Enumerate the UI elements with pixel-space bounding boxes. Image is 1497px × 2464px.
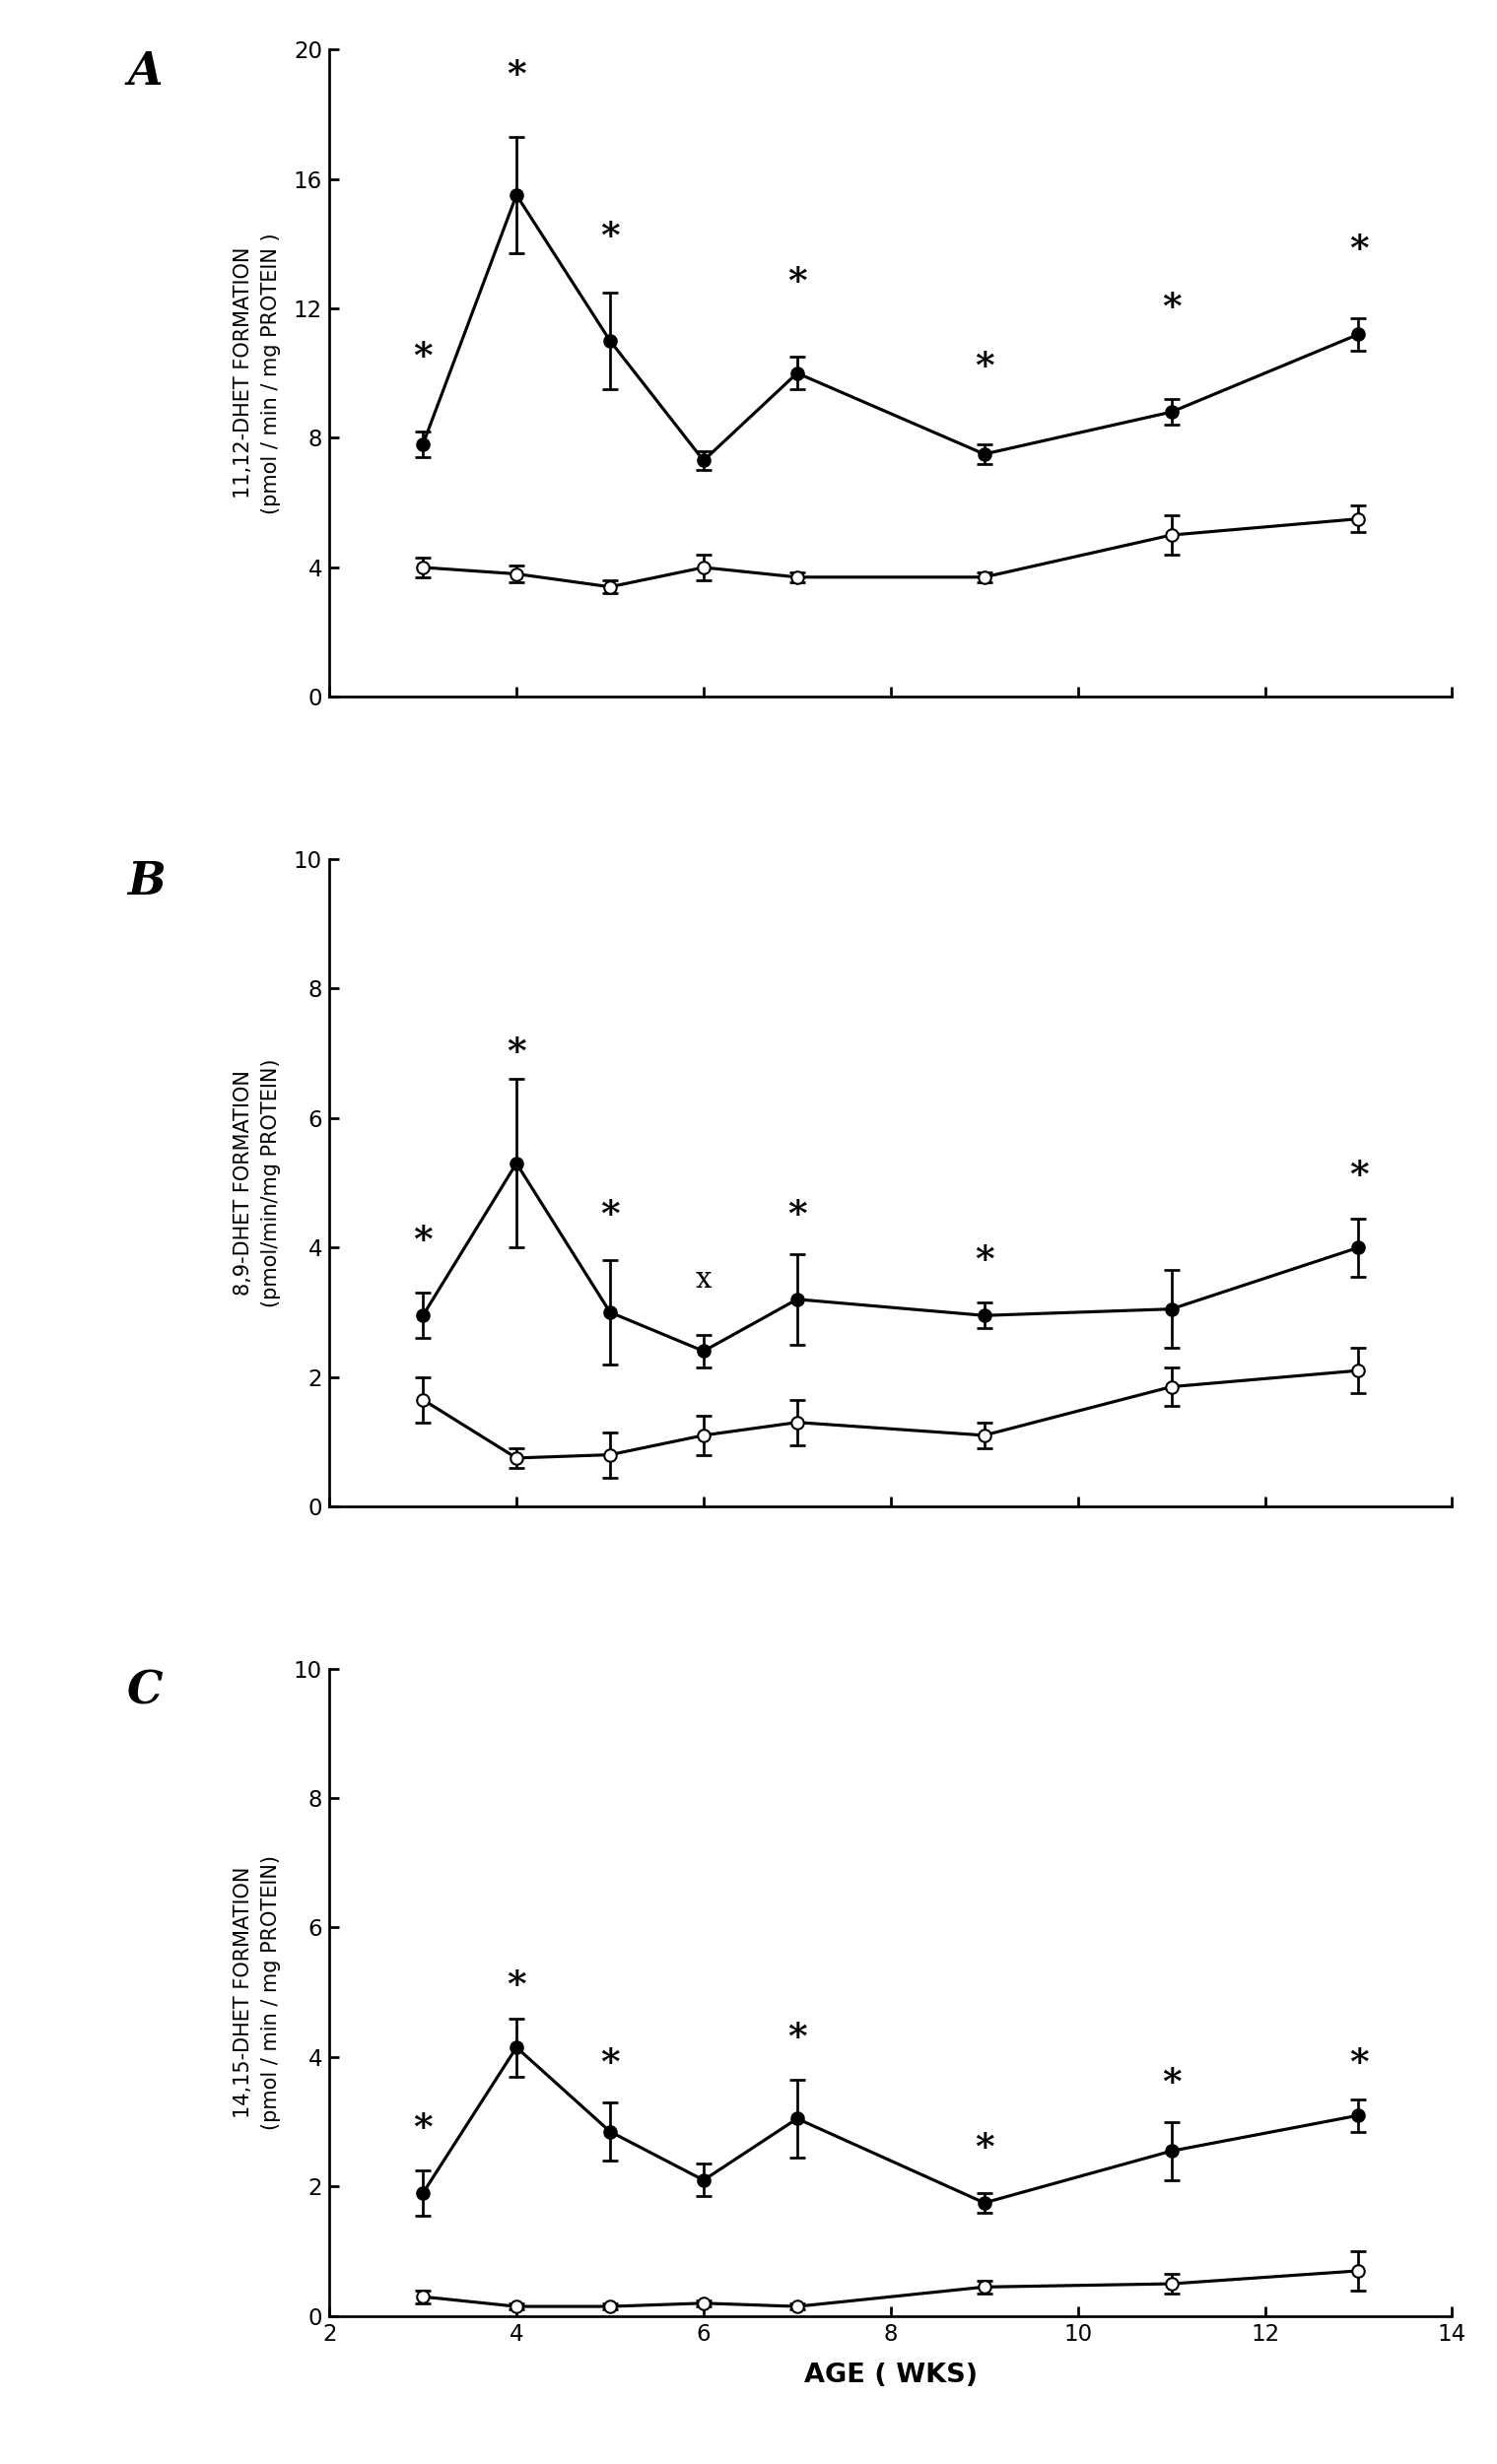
Y-axis label: 11,12-DHET FORMATION
(pmol / min / mg PROTEIN ): 11,12-DHET FORMATION (pmol / min / mg PR… (234, 232, 281, 515)
Text: *: * (975, 347, 994, 384)
Text: *: * (1162, 2065, 1181, 2102)
Y-axis label: 14,15-DHET FORMATION
(pmol / min / mg PROTEIN): 14,15-DHET FORMATION (pmol / min / mg PR… (234, 1855, 281, 2129)
Text: *: * (787, 2020, 807, 2055)
Text: *: * (1162, 291, 1181, 328)
Text: *: * (413, 338, 433, 375)
Text: *: * (413, 1222, 433, 1259)
Text: A: A (127, 49, 162, 94)
X-axis label: AGE ( WKS): AGE ( WKS) (804, 2363, 978, 2388)
Text: *: * (600, 2045, 620, 2082)
Text: *: * (975, 1242, 994, 1279)
Text: *: * (787, 1198, 807, 1234)
Text: *: * (600, 219, 620, 256)
Text: *: * (507, 1969, 525, 2003)
Text: C: C (127, 1668, 163, 1715)
Text: *: * (600, 1198, 620, 1234)
Text: *: * (1349, 232, 1368, 269)
Y-axis label: 8,9-DHET FORMATION
(pmol/min/mg PROTEIN): 8,9-DHET FORMATION (pmol/min/mg PROTEIN) (234, 1060, 281, 1306)
Text: x: x (696, 1266, 711, 1294)
Text: *: * (975, 2129, 994, 2166)
Text: *: * (413, 2109, 433, 2146)
Text: *: * (507, 1035, 525, 1072)
Text: *: * (1349, 2045, 1368, 2082)
Text: *: * (507, 57, 525, 94)
Text: B: B (127, 860, 166, 904)
Text: *: * (787, 264, 807, 301)
Text: *: * (1349, 1158, 1368, 1195)
